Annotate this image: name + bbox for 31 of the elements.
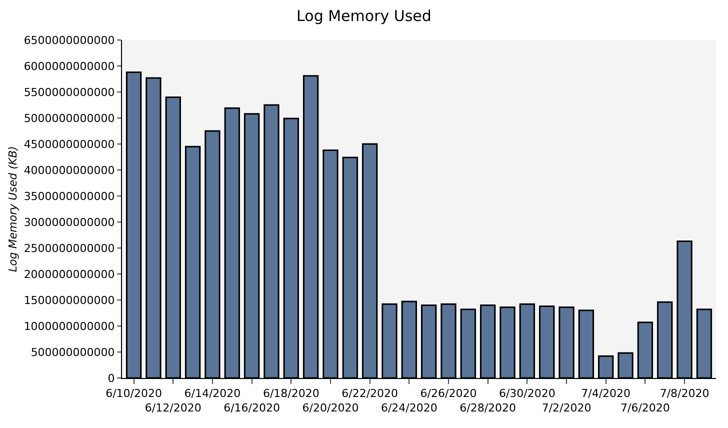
y-tick-label: 1500000000000: [24, 294, 115, 307]
x-tick-label: 6/12/2020: [144, 402, 202, 414]
chart-title: Log Memory Used: [296, 7, 432, 26]
x-tick-label: 6/16/2020: [224, 402, 280, 414]
y-tick-label: 5000000000000: [24, 112, 115, 125]
x-tick-label: 6/18/2020: [262, 387, 320, 400]
x-tick-label: 6/20/2020: [302, 402, 359, 414]
x-tick-label: 6/30/2020: [498, 387, 556, 400]
x-tick-label: 6/26/2020: [420, 387, 477, 400]
x-tick-label: 7/4/2020: [581, 387, 631, 400]
y-tick-label: 4500000000000: [24, 138, 115, 151]
y-tick-label: 500000000000: [30, 346, 115, 359]
y-tick-label: 4000000000000: [24, 164, 115, 177]
x-tick-label: 7/8/2020: [660, 387, 710, 400]
y-tick-label: 1000000000000: [24, 320, 115, 333]
x-tick-label: 6/14/2020: [184, 387, 241, 400]
y-tick-label: 6500000000000: [24, 34, 115, 47]
y-tick-label: 3500000000000: [24, 190, 115, 203]
y-tick-label: 5500000000000: [24, 86, 115, 99]
x-tick-label: 7/2/2020: [542, 402, 592, 414]
x-tick-label: 6/22/2020: [342, 387, 398, 400]
y-tick-label: 2500000000000: [24, 242, 115, 255]
x-tick-label: 6/10/2020: [106, 387, 162, 400]
x-tick-label: 6/24/2020: [380, 402, 438, 414]
y-tick-label: 3000000000000: [24, 216, 115, 229]
y-tick-label: 0: [108, 372, 115, 385]
y-tick-label: 6000000000000: [24, 60, 115, 73]
x-tick-label: 6/28/2020: [460, 402, 516, 414]
y-axis-title: Log Memory Used (KB): [6, 146, 20, 272]
x-tick-label: 7/6/2020: [620, 402, 670, 414]
y-tick-label: 2000000000000: [24, 268, 115, 281]
